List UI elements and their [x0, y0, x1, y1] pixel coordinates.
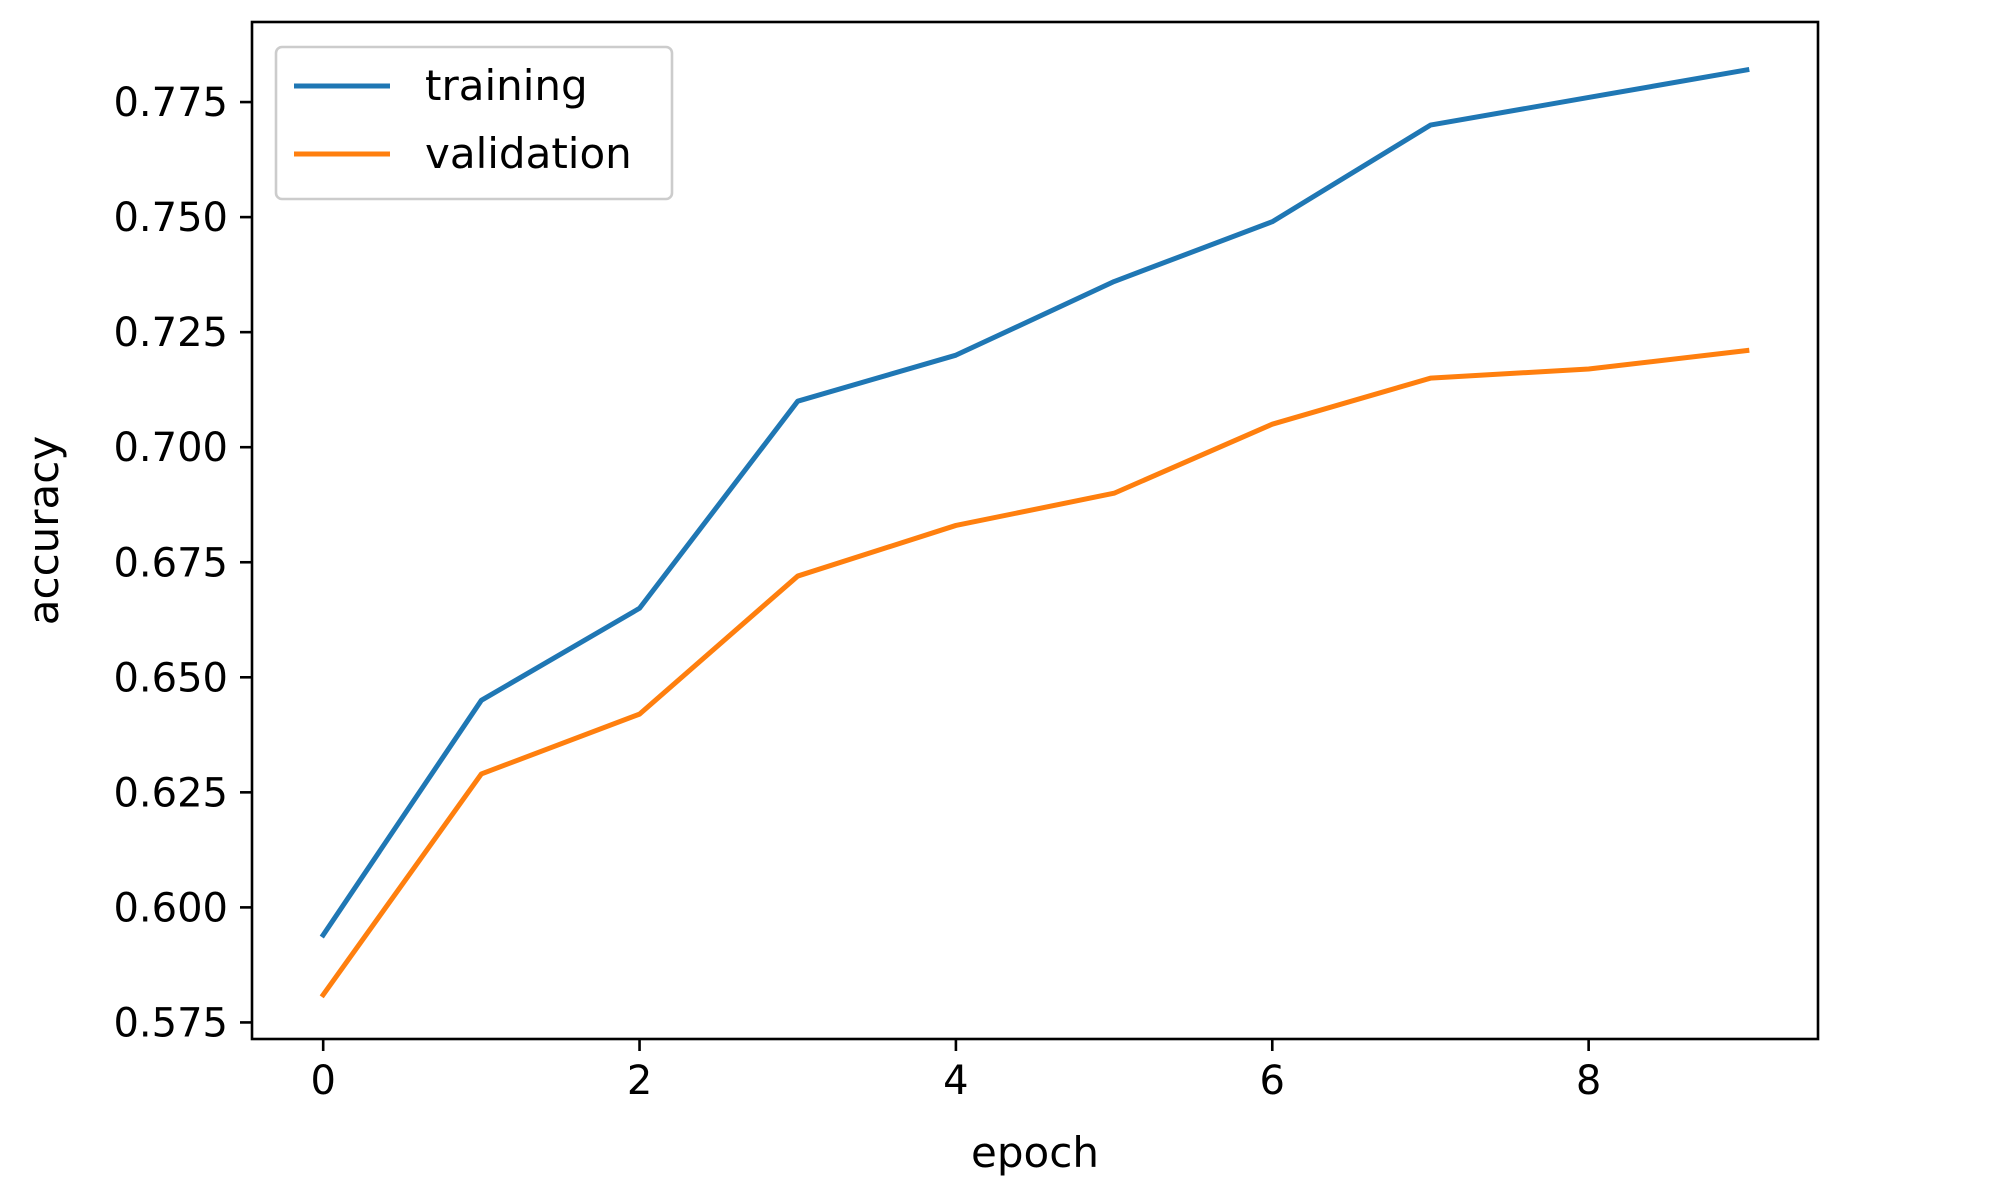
x-tick-label: 6: [1260, 1058, 1285, 1104]
x-tick-label: 4: [943, 1058, 968, 1104]
y-tick-label: 0.575: [113, 1000, 228, 1046]
legend: training validation: [274, 45, 674, 201]
y-axis-label: accuracy: [19, 436, 68, 626]
y-tick-label: 0.750: [113, 195, 228, 241]
x-tick-label: 2: [627, 1058, 652, 1104]
x-axis-label: epoch: [971, 1128, 1099, 1177]
x-tick-label: 0: [310, 1058, 335, 1104]
legend-label-validation: validation: [425, 129, 632, 178]
y-tick-label: 0.600: [113, 885, 228, 931]
series-line-training: [319, 66, 1750, 939]
y-tick-label: 0.775: [113, 80, 228, 126]
x-tick-label: 8: [1576, 1058, 1601, 1104]
x-axis-ticks: 0 2 4 6 8: [310, 1039, 1601, 1104]
y-tick-label: 0.650: [113, 655, 228, 701]
series-line-validation: [319, 347, 1750, 999]
y-tick-label: 0.675: [113, 540, 228, 586]
legend-entries: training validation: [294, 61, 632, 178]
series-layer: [319, 66, 1750, 999]
y-tick-label: 0.625: [113, 770, 228, 816]
y-axis-ticks: 0.575 0.600 0.625 0.650 0.675 0.700 0.725 0.750…: [113, 80, 252, 1046]
y-tick-label: 0.700: [113, 425, 228, 471]
plot-frame: [250, 20, 1820, 1041]
y-tick-label: 0.725: [113, 310, 228, 356]
legend-label-training: training: [425, 61, 588, 110]
